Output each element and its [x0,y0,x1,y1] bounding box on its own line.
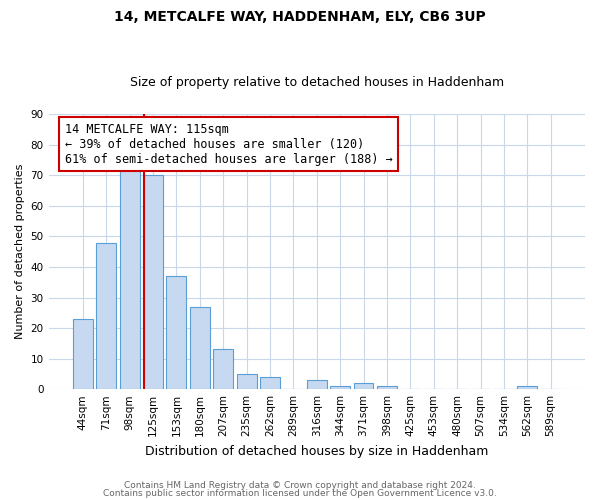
Bar [236,374,257,389]
Text: 14 METCALFE WAY: 115sqm
← 39% of detached houses are smaller (120)
61% of semi-d: 14 METCALFE WAY: 115sqm ← 39% of detache… [65,122,392,166]
Bar [307,380,327,389]
Bar [143,176,163,389]
X-axis label: Distribution of detached houses by size in Haddenham: Distribution of detached houses by size … [145,444,488,458]
Bar [517,386,537,389]
Text: Contains HM Land Registry data © Crown copyright and database right 2024.: Contains HM Land Registry data © Crown c… [124,481,476,490]
Bar [260,377,280,389]
Bar [377,386,397,389]
Bar [120,160,140,389]
Bar [166,276,187,389]
Text: 14, METCALFE WAY, HADDENHAM, ELY, CB6 3UP: 14, METCALFE WAY, HADDENHAM, ELY, CB6 3U… [114,10,486,24]
Text: Contains public sector information licensed under the Open Government Licence v3: Contains public sector information licen… [103,488,497,498]
Y-axis label: Number of detached properties: Number of detached properties [15,164,25,340]
Bar [190,306,210,389]
Bar [97,242,116,389]
Bar [213,350,233,389]
Bar [73,319,93,389]
Title: Size of property relative to detached houses in Haddenham: Size of property relative to detached ho… [130,76,504,90]
Bar [353,383,373,389]
Bar [330,386,350,389]
